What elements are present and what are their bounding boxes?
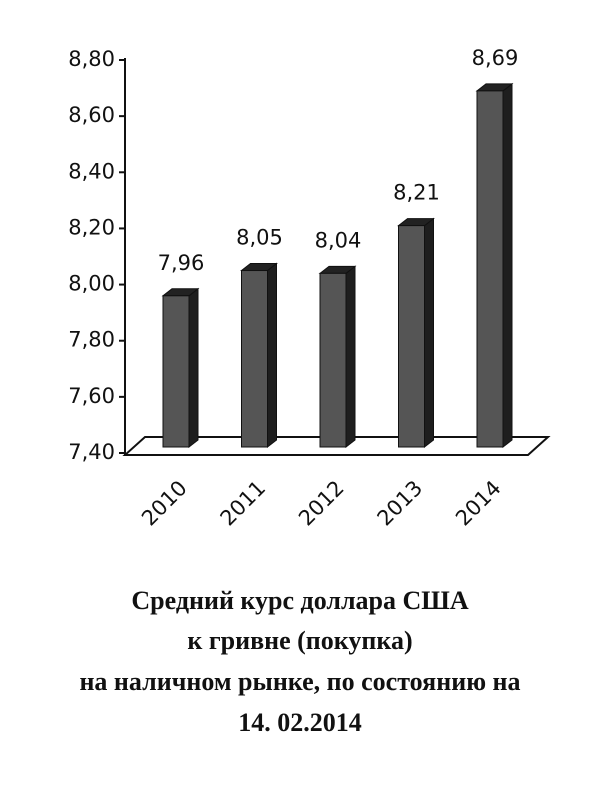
y-tick-label: 7,40 <box>68 440 115 464</box>
y-tick-label: 8,80 <box>68 47 115 71</box>
bar <box>398 225 425 448</box>
bar <box>476 90 504 448</box>
bar <box>241 270 268 448</box>
value-label: 8,05 <box>236 226 283 250</box>
y-tick-label: 8,00 <box>68 272 115 296</box>
value-label: 8,04 <box>315 228 362 252</box>
y-tick-label: 8,40 <box>68 159 115 183</box>
x-tick-label: 2013 <box>373 476 428 531</box>
x-tick-label: 2011 <box>216 476 271 531</box>
y-tick-label: 7,80 <box>68 328 115 352</box>
x-tick-label: 2010 <box>137 476 192 531</box>
title-line: Средний курс доллара США <box>131 586 468 615</box>
y-tick-label: 8,60 <box>68 103 115 127</box>
bar-side <box>188 287 199 449</box>
y-tick-label: 8,20 <box>68 215 115 239</box>
y-tick-label: 7,60 <box>68 384 115 408</box>
bar <box>162 295 190 448</box>
bar-side <box>424 217 434 449</box>
bar <box>319 272 347 448</box>
x-tick-label: 2014 <box>451 476 506 531</box>
bar-side <box>345 265 356 449</box>
value-label: 8,21 <box>393 181 440 205</box>
title-line: на наличном рынке, по состоянию на <box>79 667 520 696</box>
x-tick-label: 2012 <box>294 476 349 531</box>
bar-side <box>267 262 277 449</box>
bar-side <box>502 82 513 449</box>
value-label: 8,69 <box>472 46 519 70</box>
title-line: к гривне (покупка) <box>187 626 412 655</box>
title-line: 14. 02.2014 <box>238 708 362 737</box>
value-label: 7,96 <box>158 251 205 275</box>
